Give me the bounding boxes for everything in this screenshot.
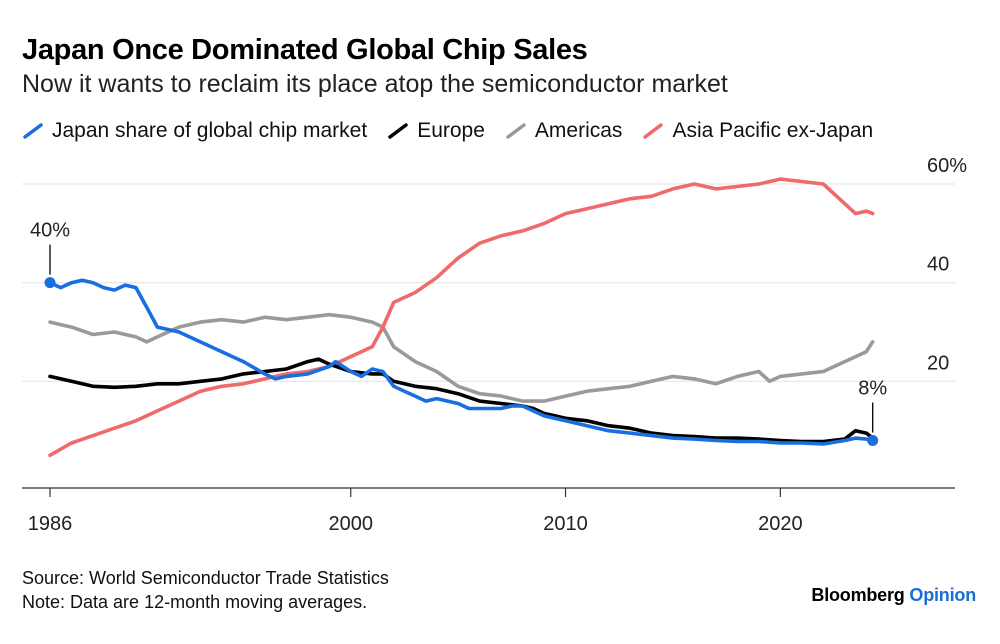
brand-name: Bloomberg [811, 585, 905, 605]
legend-label: Americas [534, 119, 623, 142]
annotation-dot [867, 435, 879, 447]
data-note: Note: Data are 12-month moving averages. [22, 592, 368, 612]
chart-footer: Source: World Semiconductor Trade Statis… [22, 566, 389, 614]
annotation-label: 8% [858, 378, 887, 400]
chart-title: Japan Once Dominated Global Chip Sales [22, 34, 588, 66]
series-line-americas [48, 312, 875, 403]
y-tick-label: 20 [927, 352, 949, 374]
brand-logo: Bloomberg Opinion [811, 585, 976, 606]
y-tick-label: 40 [927, 254, 949, 276]
y-tick-label: 60% [927, 155, 967, 177]
source-note: Source: World Semiconductor Trade Statis… [22, 568, 389, 588]
legend-label: Japan share of global chip market [52, 119, 368, 142]
chart-subtitle: Now it wants to reclaim its place atop t… [22, 70, 728, 98]
series-line-japan [48, 278, 875, 446]
annotation-dot [44, 277, 56, 289]
series-line-europe [48, 357, 875, 444]
legend-line-icon [642, 122, 664, 140]
legend-label: Europe [417, 119, 485, 142]
legend-line-icon [505, 122, 527, 140]
legend-item-asia-pacific: Asia Pacific ex-Japan [642, 119, 873, 143]
brand-suffix: Opinion [909, 585, 976, 605]
legend-item-americas: Americas [505, 119, 623, 143]
x-tick-label: 2010 [543, 513, 588, 535]
legend-line-icon [387, 122, 409, 140]
legend-label: Asia Pacific ex-Japan [672, 119, 874, 142]
chart-legend: Japan share of global chip market Europe… [22, 119, 893, 143]
x-tick-label: 2020 [758, 513, 803, 535]
legend-item-europe: Europe [387, 119, 485, 143]
legend-line-icon [22, 122, 44, 140]
annotation-label: 40% [30, 220, 70, 242]
series-line-asia-pacific [48, 177, 875, 458]
x-tick-label: 2000 [328, 513, 373, 535]
x-tick-label: 1986 [28, 513, 73, 535]
legend-item-japan: Japan share of global chip market [22, 119, 367, 143]
